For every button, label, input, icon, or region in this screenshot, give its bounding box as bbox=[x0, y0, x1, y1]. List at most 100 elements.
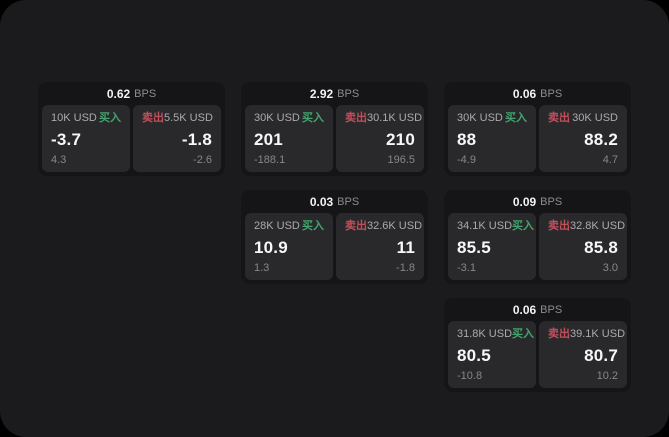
bps-header: 0.06 BPS bbox=[444, 298, 631, 321]
buy-notional-label: 31.8K USD bbox=[457, 328, 513, 340]
sell-delta-value: 196.5 bbox=[387, 153, 415, 166]
buy-tile-top-row: 31.8K USD 买入 bbox=[457, 328, 534, 340]
sell-price-value: 210 bbox=[386, 129, 415, 149]
buy-delta-value: 4.3 bbox=[51, 153, 67, 166]
buy-tile[interactable]: 10K USD 买入 -3.7 4.3 bbox=[42, 105, 130, 172]
quote-card-body: 30K USD 买入 88 -4.9 卖出 30K USD 88.2 4.7 bbox=[444, 105, 631, 176]
quote-card: 0.62 BPS 10K USD 买入 -3.7 4.3 卖出 5.5K USD… bbox=[38, 82, 225, 176]
sell-tile-top-row: 卖出 30K USD bbox=[548, 112, 618, 124]
buy-tile-top-row: 30K USD 买入 bbox=[254, 112, 324, 124]
sell-delta-value: -1.8 bbox=[396, 261, 415, 274]
buy-notional-label: 30K USD bbox=[254, 112, 300, 124]
buy-side-label: 买入 bbox=[505, 112, 527, 124]
sell-notional-label: 5.5K USD bbox=[164, 112, 213, 124]
sell-price-value: 88.2 bbox=[584, 129, 618, 149]
buy-tile[interactable]: 34.1K USD 买入 85.5 -3.1 bbox=[448, 213, 536, 280]
quote-card: 0.03 BPS 28K USD 买入 10.9 1.3 卖出 32.6K US… bbox=[241, 190, 428, 284]
buy-price-value: 85.5 bbox=[457, 237, 491, 257]
sell-tile[interactable]: 卖出 32.6K USD 11 -1.8 bbox=[336, 213, 424, 280]
bps-header: 0.03 BPS bbox=[241, 190, 428, 213]
sell-delta-value: 4.7 bbox=[602, 153, 618, 166]
sell-price-value: 11 bbox=[396, 237, 415, 257]
buy-delta-value: 1.3 bbox=[254, 261, 270, 274]
buy-tile[interactable]: 28K USD 买入 10.9 1.3 bbox=[245, 213, 333, 280]
bps-value: 0.09 bbox=[512, 194, 537, 209]
sell-tile[interactable]: 卖出 32.8K USD 85.8 3.0 bbox=[539, 213, 627, 280]
quote-card: 2.92 BPS 30K USD 买入 201 -188.1 卖出 30.1K … bbox=[241, 82, 428, 176]
bps-unit-label: BPS bbox=[337, 87, 360, 100]
quote-card: 0.06 BPS 30K USD 买入 88 -4.9 卖出 30K USD 8… bbox=[444, 82, 631, 176]
bps-header: 2.92 BPS bbox=[241, 82, 428, 105]
sell-tile[interactable]: 卖出 39.1K USD 80.7 10.2 bbox=[539, 321, 627, 388]
sell-price-value: 85.8 bbox=[584, 237, 618, 257]
quote-card-body: 30K USD 买入 201 -188.1 卖出 30.1K USD 210 1… bbox=[241, 105, 428, 176]
buy-side-label: 买入 bbox=[302, 220, 324, 232]
bps-unit-label: BPS bbox=[540, 87, 563, 100]
bps-header: 0.06 BPS bbox=[444, 82, 631, 105]
sell-tile-top-row: 卖出 32.8K USD bbox=[548, 220, 625, 232]
sell-side-label: 卖出 bbox=[548, 328, 570, 340]
sell-notional-label: 30K USD bbox=[572, 112, 618, 124]
quote-cards-grid: 0.62 BPS 10K USD 买入 -3.7 4.3 卖出 5.5K USD… bbox=[38, 82, 631, 392]
buy-tile-top-row: 30K USD 买入 bbox=[457, 112, 527, 124]
buy-side-label: 买入 bbox=[512, 220, 535, 232]
sell-notional-label: 30.1K USD bbox=[367, 112, 423, 124]
sell-tile[interactable]: 卖出 5.5K USD -1.8 -2.6 bbox=[133, 105, 221, 172]
buy-tile[interactable]: 30K USD 买入 201 -188.1 bbox=[245, 105, 333, 172]
buy-notional-label: 30K USD bbox=[457, 112, 503, 124]
buy-notional-label: 10K USD bbox=[51, 112, 97, 124]
sell-tile-top-row: 卖出 39.1K USD bbox=[548, 328, 625, 340]
sell-side-label: 卖出 bbox=[548, 112, 570, 124]
buy-delta-value: -10.8 bbox=[457, 369, 483, 382]
buy-price-value: 88 bbox=[457, 129, 477, 149]
sell-delta-value: -2.6 bbox=[193, 153, 212, 166]
buy-tile[interactable]: 30K USD 买入 88 -4.9 bbox=[448, 105, 536, 172]
buy-price-value: 80.5 bbox=[457, 345, 491, 365]
sell-tile-top-row: 卖出 32.6K USD bbox=[345, 220, 422, 232]
buy-price-value: -3.7 bbox=[51, 129, 82, 149]
buy-price-value: 10.9 bbox=[254, 237, 288, 257]
bps-unit-label: BPS bbox=[540, 303, 563, 316]
quote-card: 0.06 BPS 31.8K USD 买入 80.5 -10.8 卖出 39.1… bbox=[444, 298, 631, 392]
buy-side-label: 买入 bbox=[99, 112, 121, 124]
quote-card-body: 10K USD 买入 -3.7 4.3 卖出 5.5K USD -1.8 -2.… bbox=[38, 105, 225, 176]
quote-card-body: 28K USD 买入 10.9 1.3 卖出 32.6K USD 11 -1.8 bbox=[241, 213, 428, 284]
bps-header: 0.09 BPS bbox=[444, 190, 631, 213]
buy-tile-top-row: 28K USD 买入 bbox=[254, 220, 324, 232]
sell-tile-top-row: 卖出 30.1K USD bbox=[345, 112, 422, 124]
sell-price-value: -1.8 bbox=[181, 129, 212, 149]
sell-notional-label: 39.1K USD bbox=[570, 328, 626, 340]
buy-price-value: 201 bbox=[254, 129, 283, 149]
buy-tile-top-row: 10K USD 买入 bbox=[51, 112, 121, 124]
bps-header: 0.62 BPS bbox=[38, 82, 225, 105]
quote-card-body: 31.8K USD 买入 80.5 -10.8 卖出 39.1K USD 80.… bbox=[444, 321, 631, 392]
buy-delta-value: -4.9 bbox=[457, 153, 476, 166]
sell-notional-label: 32.6K USD bbox=[367, 220, 423, 232]
quote-card-body: 34.1K USD 买入 85.5 -3.1 卖出 32.8K USD 85.8… bbox=[444, 213, 631, 284]
bps-unit-label: BPS bbox=[540, 195, 563, 208]
bps-value: 2.92 bbox=[309, 86, 334, 101]
sell-side-label: 卖出 bbox=[142, 112, 164, 124]
bps-value: 0.06 bbox=[512, 302, 537, 317]
bps-unit-label: BPS bbox=[337, 195, 360, 208]
sell-tile[interactable]: 卖出 30K USD 88.2 4.7 bbox=[539, 105, 627, 172]
buy-side-label: 买入 bbox=[302, 112, 324, 124]
sell-tile-top-row: 卖出 5.5K USD bbox=[142, 112, 213, 124]
sell-side-label: 卖出 bbox=[548, 220, 570, 232]
sell-notional-label: 32.8K USD bbox=[570, 220, 626, 232]
buy-notional-label: 28K USD bbox=[254, 220, 300, 232]
buy-side-label: 买入 bbox=[512, 328, 535, 340]
buy-delta-value: -3.1 bbox=[457, 261, 476, 274]
buy-tile-top-row: 34.1K USD 买入 bbox=[457, 220, 534, 232]
bps-value: 0.03 bbox=[309, 194, 334, 209]
sell-tile[interactable]: 卖出 30.1K USD 210 196.5 bbox=[336, 105, 424, 172]
buy-tile[interactable]: 31.8K USD 买入 80.5 -10.8 bbox=[448, 321, 536, 388]
buy-notional-label: 34.1K USD bbox=[457, 220, 513, 232]
sell-side-label: 卖出 bbox=[345, 112, 367, 124]
bps-value: 0.62 bbox=[106, 86, 131, 101]
sell-price-value: 80.7 bbox=[584, 345, 618, 365]
bps-unit-label: BPS bbox=[134, 87, 157, 100]
sell-delta-value: 3.0 bbox=[602, 261, 618, 274]
quote-card: 0.09 BPS 34.1K USD 买入 85.5 -3.1 卖出 32.8K… bbox=[444, 190, 631, 284]
